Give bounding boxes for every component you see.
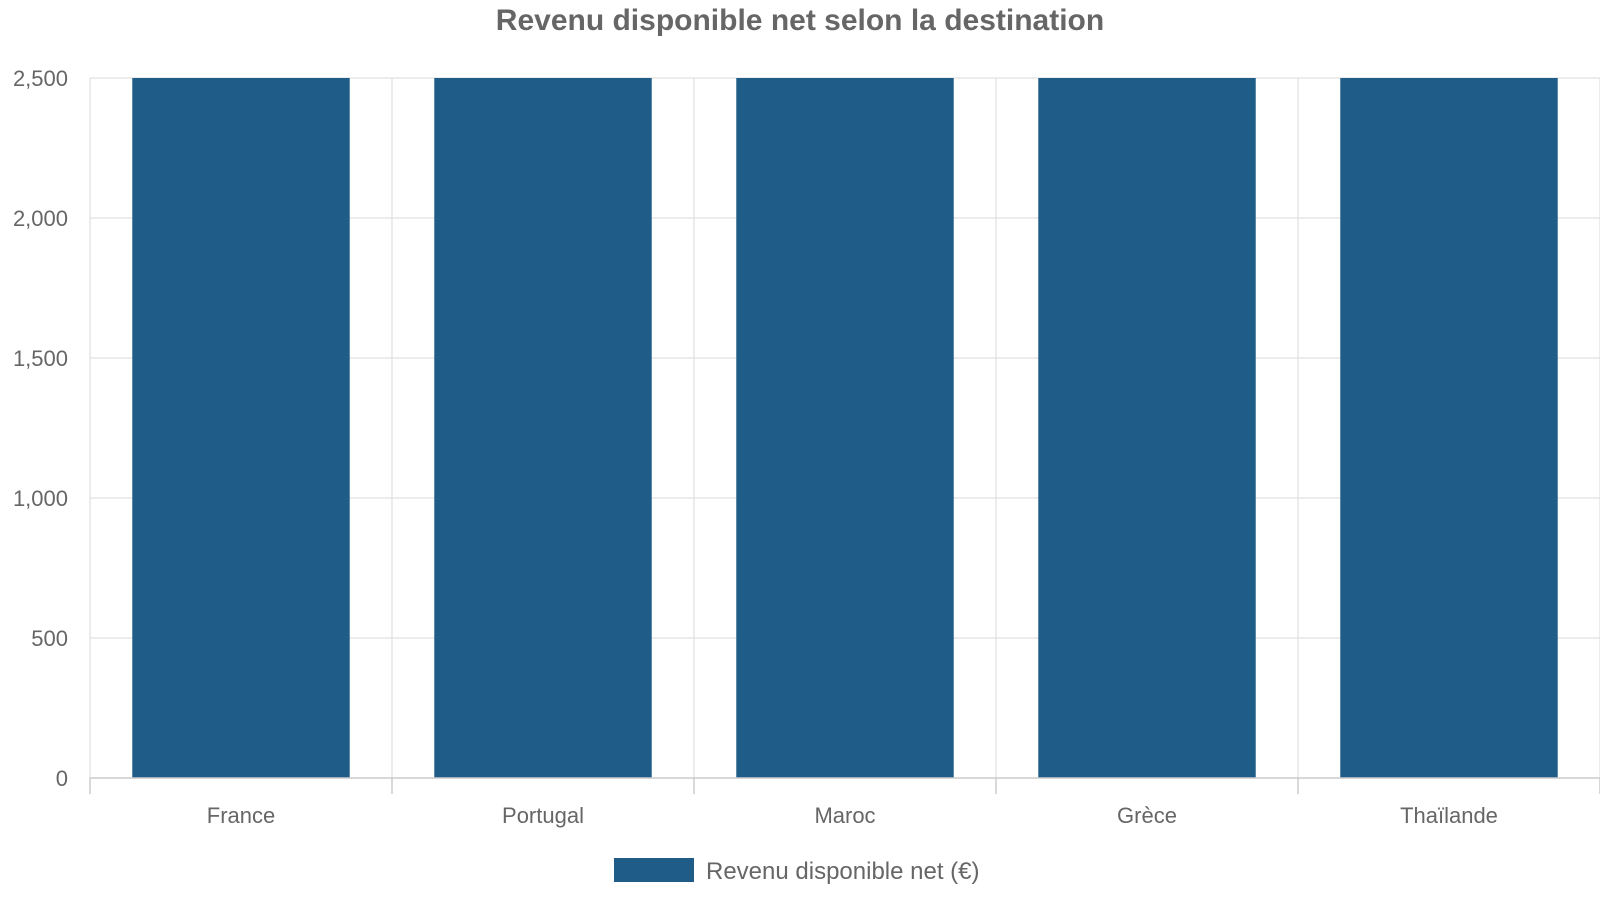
bar-portugal <box>434 78 652 778</box>
x-axis-tick-labels: France Portugal Maroc Grèce Thaïlande <box>207 803 1498 828</box>
bar-grèce <box>1038 78 1256 778</box>
y-tick-label: 2,000 <box>13 206 68 231</box>
x-tick-label: France <box>207 803 275 828</box>
x-tick-label: Maroc <box>814 803 875 828</box>
bar-maroc <box>736 78 954 778</box>
y-tick-label: 1,000 <box>13 486 68 511</box>
axes <box>89 777 1600 794</box>
legend: Revenu disponible net (€) <box>614 858 980 885</box>
chart-title: Revenu disponible net selon la destinati… <box>496 4 1104 37</box>
y-tick-label: 500 <box>31 626 68 651</box>
x-tick-label: Thaïlande <box>1400 803 1498 828</box>
bar-france <box>132 78 350 778</box>
legend-label: Revenu disponible net (€) <box>706 858 980 885</box>
y-tick-label: 1,500 <box>13 346 68 371</box>
x-tick-label: Grèce <box>1117 803 1177 828</box>
bars <box>132 78 1558 778</box>
y-tick-label: 2,500 <box>13 66 68 91</box>
legend-swatch <box>614 858 694 882</box>
bar-thaïlande <box>1340 78 1558 778</box>
y-axis-tick-labels: 0 500 1,000 1,500 2,000 2,500 <box>13 66 68 791</box>
y-tick-label: 0 <box>56 766 68 791</box>
x-tick-label: Portugal <box>502 803 584 828</box>
